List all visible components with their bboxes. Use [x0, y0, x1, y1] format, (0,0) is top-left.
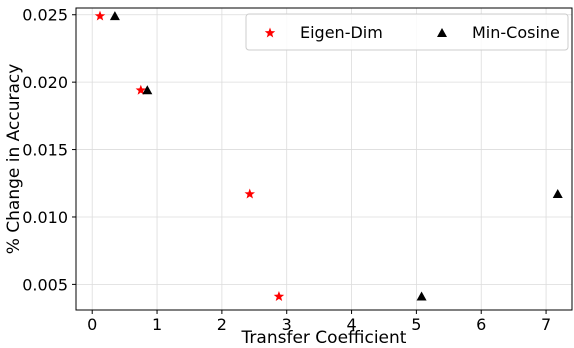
y-tick-label: 0.010 — [22, 208, 68, 227]
min-cosine-point — [416, 291, 427, 301]
legend-frame — [245, 13, 569, 51]
x-tick-label: 7 — [541, 315, 551, 334]
x-tick-label: 4 — [346, 315, 356, 334]
eigen-dim-point — [273, 291, 285, 301]
eigen-dim-point — [244, 188, 255, 199]
y-tick-label: 0.025 — [22, 6, 68, 25]
x-tick-label: 5 — [411, 315, 421, 334]
x-tick-label: 0 — [87, 315, 97, 334]
eigen-dim-legend-marker — [264, 27, 276, 38]
x-tick-label: 2 — [217, 315, 227, 334]
x-tick-label: 1 — [152, 315, 162, 334]
min-cosine-legend-marker — [437, 28, 447, 37]
x-tick-label: 3 — [282, 315, 292, 334]
eigen-dim-point — [135, 84, 147, 95]
y-tick-label: 0.020 — [22, 73, 68, 92]
data-points — [94, 10, 563, 301]
eigen-dim-legend-label: Eigen-Dim — [300, 23, 383, 42]
grid — [76, 8, 572, 310]
min-cosine-point — [552, 189, 563, 199]
x-tick-label: 6 — [476, 315, 486, 334]
y-tick-label: 0.015 — [22, 141, 68, 160]
min-cosine-point — [142, 85, 153, 95]
min-cosine-point — [109, 11, 120, 21]
plot-frame — [75, 7, 573, 311]
legend: Eigen-Dim Min-Cosine — [245, 13, 569, 51]
eigen-dim-point — [94, 10, 106, 21]
min-cosine-legend-label: Min-Cosine — [472, 23, 560, 42]
x-axis-label: Transfer Coefficient — [241, 328, 407, 348]
axis-ticks: 0 1 2 3 4 5 6 7 0.005 0.010 0.015 0.020 0.025 — [22, 6, 551, 334]
y-axis-label: % Change in Accuracy — [4, 64, 24, 255]
y-tick-label: 0.005 — [22, 275, 68, 294]
